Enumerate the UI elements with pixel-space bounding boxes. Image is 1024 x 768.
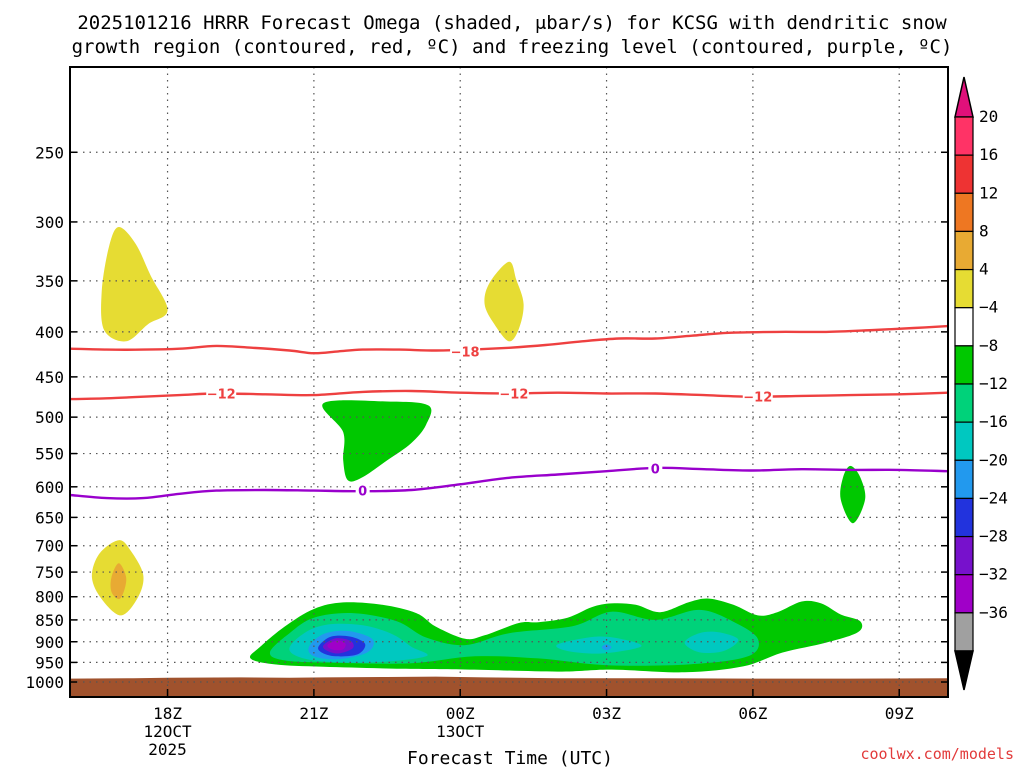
plot-area: −18 −12 −12 −12 0 0 <box>69 66 949 698</box>
contour-label-2: −12 <box>499 387 528 402</box>
omega-region-4 <box>322 400 432 482</box>
x-tick-sublabel2-0: 2025 <box>148 740 187 759</box>
y-tick-label-12: 850 <box>35 611 64 630</box>
y-tick-label-5: 500 <box>35 408 64 427</box>
contour-label-0: −18 <box>451 345 480 360</box>
y-tick-label-6: 550 <box>35 445 64 464</box>
chart-title-line-1: 2025101216 HRRR Forecast Omega (shaded, … <box>77 12 947 34</box>
colorbar-label-6: −8 <box>979 336 998 355</box>
colorbar-swatch-12 <box>954 574 974 614</box>
colorbar-label-5: −4 <box>979 298 998 317</box>
y-tick-label-3: 400 <box>35 323 64 342</box>
colorbar-label-12: −32 <box>979 565 1008 584</box>
colorbar-swatch-7 <box>954 383 974 423</box>
omega-region-0 <box>101 226 168 342</box>
omega-region-1 <box>484 261 524 342</box>
omega-region-12 <box>601 644 612 651</box>
y-tick-label-14: 950 <box>35 653 64 672</box>
plot-frame <box>69 66 949 698</box>
colorbar-swatch-11 <box>954 535 974 576</box>
y-tick-label-13: 900 <box>35 633 64 652</box>
x-tick-label-1: 21Z <box>299 704 328 723</box>
pressure-axis: 250 300 350 400 450 500 550 600 650 700 750 800 850 9… <box>25 143 948 692</box>
x-tick-label-0: 18Z <box>153 704 182 723</box>
colorbar-label-1: 16 <box>979 145 998 164</box>
contour-label-bg-4 <box>355 482 370 499</box>
colorbar-label-3: 8 <box>979 221 989 240</box>
colorbar-label-2: 12 <box>979 183 998 202</box>
colorbar-swatch-8 <box>954 421 974 461</box>
y-tick-label-11: 800 <box>35 588 64 607</box>
x-tick-label-3: 03Z <box>592 704 621 723</box>
omega-region-15 <box>327 640 346 651</box>
colorbar-bottom-arrow <box>954 650 974 691</box>
chart-title-line-2: growth region (contoured, red, ºC) and f… <box>72 36 953 58</box>
credit-link[interactable]: coolwx.com/models <box>860 745 1014 763</box>
colorbar-swatch-4 <box>954 268 974 309</box>
grid <box>70 67 948 697</box>
colorbar-label-0: 20 <box>979 107 998 126</box>
y-tick-label-4: 450 <box>35 368 64 387</box>
contour-label-1: −12 <box>207 387 236 402</box>
contour-label-3: −12 <box>743 391 772 406</box>
x-tick-label-4: 06Z <box>738 704 767 723</box>
y-tick-label-0: 250 <box>35 143 64 162</box>
colorbar-label-7: −12 <box>979 374 1008 393</box>
contour--12 <box>70 389 948 401</box>
x-tick-label-2: 00Z <box>446 704 475 723</box>
colorbar-swatch-10 <box>954 497 974 538</box>
colorbar-swatch-1 <box>954 154 974 194</box>
omega-region-10 <box>684 631 739 653</box>
colorbar-label-10: −24 <box>979 488 1008 507</box>
terrain <box>70 676 948 697</box>
y-tick-label-7: 600 <box>35 478 64 497</box>
y-tick-label-1: 300 <box>35 213 64 232</box>
x-tick-sublabel-2: 13OCT <box>436 722 485 741</box>
y-tick-label-15: 1000 <box>25 673 64 692</box>
plot-inner: −18 −12 −12 −12 0 0 <box>70 67 948 697</box>
colorbar-label-9: −20 <box>979 450 1008 469</box>
colorbar-swatch-2 <box>954 192 974 233</box>
y-tick-label-10: 750 <box>35 563 64 582</box>
omega-colorbar: 20 16 12 8 4 −4 −8 −12 −16 −20 −24 −28 −32 −36 <box>954 76 1008 691</box>
colorbar-label-4: 4 <box>979 260 989 279</box>
y-tick-label-8: 650 <box>35 508 64 527</box>
y-tick-label-2: 350 <box>35 272 64 291</box>
x-tick-label-5: 09Z <box>885 704 914 723</box>
y-tick-label-9: 700 <box>35 537 64 556</box>
contour-label-bg-1 <box>206 385 237 402</box>
omega-region-5 <box>840 465 866 524</box>
colorbar-swatch-13 <box>954 612 974 652</box>
contour-label-4: 0 <box>358 485 367 500</box>
contour-label-bg-2 <box>498 385 529 402</box>
colorbar-label-8: −16 <box>979 412 1008 431</box>
colorbar-swatch-3 <box>954 230 974 271</box>
colorbar-label-13: −36 <box>979 603 1008 622</box>
contour-label-5: 0 <box>651 463 660 478</box>
contour-label-bg-0 <box>450 343 481 360</box>
colorbar-swatch-0 <box>954 116 974 156</box>
contour-label-bg-5 <box>648 460 663 477</box>
contour-0 <box>70 466 948 500</box>
colorbar-swatch-6 <box>954 345 974 385</box>
colorbar-swatch-5 <box>954 307 974 347</box>
x-tick-sublabel-0: 12OCT <box>143 722 192 741</box>
contour-label-bg-3 <box>742 388 773 405</box>
colorbar-swatch-9 <box>954 459 974 500</box>
colorbar-label-11: −28 <box>979 527 1008 546</box>
omega-region-9 <box>556 636 642 654</box>
x-axis-label: Forecast Time (UTC) <box>407 748 613 768</box>
